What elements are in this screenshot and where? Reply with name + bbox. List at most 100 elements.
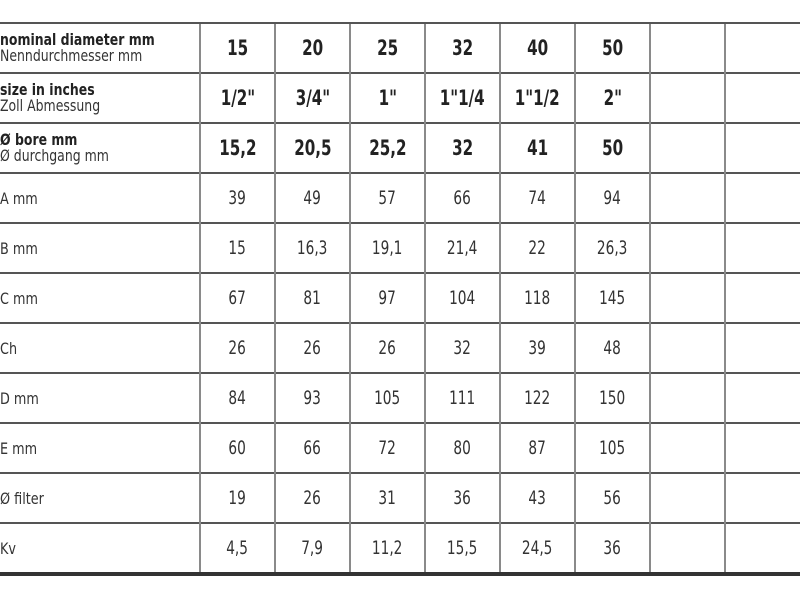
table-cell: 57 — [349, 172, 425, 223]
table-cell: 60 — [199, 422, 275, 473]
table-cell: 15,5 — [424, 522, 500, 576]
table-cell — [724, 222, 800, 273]
row-label: E mm — [0, 422, 200, 473]
table-cell: 84 — [199, 372, 275, 423]
header-cell: 25 — [349, 22, 425, 73]
table-cell — [724, 372, 800, 423]
table-cell: 118 — [499, 272, 575, 323]
table-cell: 19 — [199, 472, 275, 523]
table-cell: 80 — [424, 422, 500, 473]
table-row: Ø filter 19 26 31 36 43 56 — [0, 472, 800, 523]
row-label: Ch — [0, 322, 200, 373]
table-cell — [649, 272, 725, 323]
table-cell: 49 — [274, 172, 350, 223]
header-cell: 50 — [574, 122, 650, 173]
table-cell: 39 — [499, 322, 575, 373]
table-cell: 97 — [349, 272, 425, 323]
table-row: A mm 39 49 57 66 74 94 — [0, 172, 800, 223]
header-row: size in inches Zoll Abmessung 1/2" 3/4" 1" 1"… — [0, 72, 800, 123]
table-cell: 26 — [349, 322, 425, 373]
table-cell: 56 — [574, 472, 650, 523]
header-cell: 32 — [424, 22, 500, 73]
label-de: Ø durchgang mm — [0, 145, 109, 165]
header-cell: 41 — [499, 122, 575, 173]
header-cell: 32 — [424, 122, 500, 173]
table-cell: 43 — [499, 472, 575, 523]
table-cell — [649, 172, 725, 223]
table-row: B mm 15 16,3 19,1 21,4 22 26,3 — [0, 222, 800, 273]
row-label: size in inches Zoll Abmessung — [0, 72, 200, 123]
header-cell: 15 — [199, 22, 275, 73]
table-cell: 72 — [349, 422, 425, 473]
label-de: Zoll Abmessung — [0, 95, 101, 115]
table-cell: 122 — [499, 372, 575, 423]
table-cell — [724, 322, 800, 373]
table-cell: 87 — [499, 422, 575, 473]
row-label: nominal diameter mm Nenndurchmesser mm — [0, 22, 200, 73]
table-cell: 4,5 — [199, 522, 275, 576]
header-cell: 25,2 — [349, 122, 425, 173]
table-cell: 105 — [349, 372, 425, 423]
table-cell: 36 — [424, 472, 500, 523]
header-cell — [649, 122, 725, 173]
table-cell — [724, 172, 800, 223]
header-row: Ø bore mm Ø durchgang mm 15,2 20,5 25,2 32 41 5… — [0, 122, 800, 173]
table-cell: 21,4 — [424, 222, 500, 273]
row-label: Ø bore mm Ø durchgang mm — [0, 122, 200, 173]
header-cell — [649, 72, 725, 123]
row-label: A mm — [0, 172, 200, 223]
header-cell: 1"1/4 — [424, 72, 500, 123]
table-cell: 94 — [574, 172, 650, 223]
table-cell: 36 — [574, 522, 650, 576]
table-row: Ch 26 26 26 32 39 48 — [0, 322, 800, 373]
header-cell: 50 — [574, 22, 650, 73]
header-cell — [724, 122, 800, 173]
row-label: D mm — [0, 372, 200, 423]
table-row: E mm 60 66 72 80 87 105 — [0, 422, 800, 473]
table-cell — [724, 472, 800, 523]
table-cell — [649, 372, 725, 423]
header-cell: 1" — [349, 72, 425, 123]
table-row: D mm 84 93 105 111 122 150 — [0, 372, 800, 423]
header-cell — [649, 22, 725, 73]
table-cell: 31 — [349, 472, 425, 523]
table-cell: 81 — [274, 272, 350, 323]
header-cell: 3/4" — [274, 72, 350, 123]
table-cell: 19,1 — [349, 222, 425, 273]
header-cell: 1"1/2 — [499, 72, 575, 123]
table-cell: 24,5 — [499, 522, 575, 576]
header-cell: 1/2" — [199, 72, 275, 123]
dimensions-table: nominal diameter mm Nenndurchmesser mm 15 2… — [0, 22, 800, 576]
label-de: Nenndurchmesser mm — [0, 45, 143, 65]
header-cell: 2" — [574, 72, 650, 123]
header-row: nominal diameter mm Nenndurchmesser mm 15 2… — [0, 22, 800, 73]
header-cell: 40 — [499, 22, 575, 73]
row-label: Ø filter — [0, 472, 200, 523]
label-en: size in inches — [0, 79, 95, 99]
table-cell: 145 — [574, 272, 650, 323]
table-cell — [649, 222, 725, 273]
table-cell: 15 — [199, 222, 275, 273]
table-cell: 26 — [274, 322, 350, 373]
table-cell — [649, 422, 725, 473]
table-cell: 66 — [274, 422, 350, 473]
row-label: C mm — [0, 272, 200, 323]
table-cell: 111 — [424, 372, 500, 423]
label-en: Ø bore mm — [0, 129, 78, 149]
table-cell — [724, 422, 800, 473]
table-cell: 150 — [574, 372, 650, 423]
table-cell: 11,2 — [349, 522, 425, 576]
table-cell: 48 — [574, 322, 650, 373]
table-cell: 26 — [274, 472, 350, 523]
table-cell: 32 — [424, 322, 500, 373]
table-cell — [649, 522, 725, 576]
table-cell: 93 — [274, 372, 350, 423]
table-cell — [724, 272, 800, 323]
table-cell: 26 — [199, 322, 275, 373]
header-cell: 15,2 — [199, 122, 275, 173]
header-cell — [724, 22, 800, 73]
row-label: Kv — [0, 522, 200, 576]
table-cell: 16,3 — [274, 222, 350, 273]
header-cell: 20,5 — [274, 122, 350, 173]
table-cell: 26,3 — [574, 222, 650, 273]
